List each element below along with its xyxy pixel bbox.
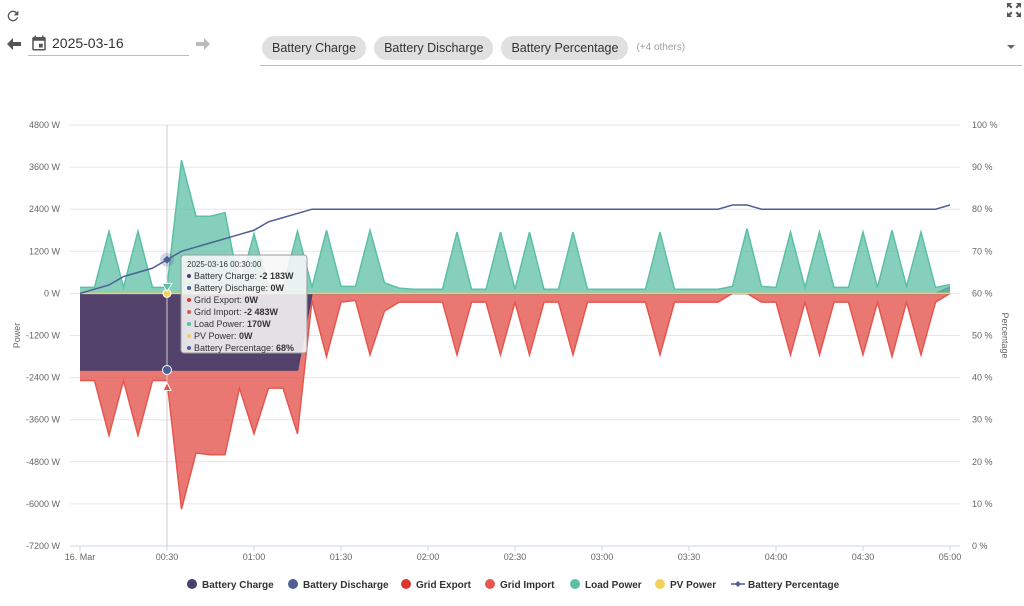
- arrow-left-icon[interactable]: [6, 36, 22, 52]
- calendar-icon: [32, 35, 46, 50]
- tooltip-dot: [187, 274, 191, 278]
- legend-dot-icon: [288, 579, 298, 589]
- y2-tick-label: 10 %: [972, 499, 993, 509]
- legend-dot-icon: [655, 579, 665, 589]
- power-chart: 4800 W 100 % 3600 W 90 % 2400 W 80 % 1200 W 70 …: [12, 120, 1010, 591]
- x-tick-label: 04:30: [852, 552, 875, 562]
- y-tick-label: -3600 W: [26, 415, 61, 425]
- legend-dot-icon: [485, 579, 495, 589]
- battery-percentage-marker: [163, 255, 171, 264]
- tooltip-row: Grid Export: 0W: [194, 295, 259, 305]
- legend-dot-icon: [187, 579, 197, 589]
- fullscreen-icon[interactable]: [1004, 0, 1024, 20]
- tooltip-dot: [187, 346, 191, 350]
- grid-import-marker: [162, 381, 172, 392]
- caret-down-icon[interactable]: [1006, 42, 1016, 52]
- others-count: (+4 others): [636, 42, 686, 53]
- tooltip-title: 2025-03-16 00:30:00: [187, 260, 262, 269]
- tooltip-row: Grid Import: -2 483W: [194, 307, 279, 317]
- tooltip-dot: [187, 310, 191, 314]
- x-tick-label: 16. Mar: [65, 552, 96, 562]
- y-tick-label: 3600 W: [29, 162, 61, 172]
- chip-battery-charge[interactable]: Battery Charge: [262, 36, 367, 60]
- legend-item-grid-import[interactable]: Grid Import: [500, 580, 555, 591]
- x-tick-label: 01:00: [243, 552, 266, 562]
- legend-item-battery-percentage[interactable]: Battery Percentage: [748, 580, 840, 591]
- y2-tick-label: 20 %: [972, 457, 993, 467]
- series-selector[interactable]: Battery Charge Battery Discharge Battery…: [260, 36, 1022, 66]
- chip-battery-discharge[interactable]: Battery Discharge: [374, 36, 494, 60]
- y-tick-label: -1200 W: [26, 331, 61, 341]
- date-value: 2025-03-16: [52, 34, 124, 51]
- y-tick-label: 0 W: [44, 288, 61, 298]
- chip-battery-percentage[interactable]: Battery Percentage: [501, 36, 629, 60]
- tooltip-dot: [187, 322, 191, 326]
- y-tick-label: 4800 W: [29, 120, 61, 130]
- tooltip-row: Battery Percentage: 68%: [194, 343, 294, 353]
- tooltip-row: Battery Discharge: 0W: [194, 283, 285, 293]
- y2-tick-label: 100 %: [972, 120, 998, 130]
- line-grid-import: [80, 292, 951, 510]
- y2-tick-label: 60 %: [972, 288, 993, 298]
- legend-item-grid-export[interactable]: Grid Export: [416, 580, 472, 591]
- legend-dot-icon: [570, 579, 580, 589]
- y-tick-label: -2400 W: [26, 373, 61, 383]
- legend-diamond-icon: [735, 581, 741, 587]
- y-tick-label: -7200 W: [26, 541, 61, 551]
- refresh-icon[interactable]: [4, 6, 22, 26]
- legend-item-pv-power[interactable]: PV Power: [670, 580, 716, 591]
- tooltip-row: Load Power: 170W: [194, 319, 271, 329]
- line-battery-percentage: [79, 204, 951, 295]
- x-tick-label: 01:30: [330, 552, 353, 562]
- load-power-marker: [161, 282, 173, 293]
- y-tick-label: -6000 W: [26, 499, 61, 509]
- tooltip-dot: [187, 334, 191, 338]
- y2-tick-label: 90 %: [972, 162, 993, 172]
- legend-item-battery-discharge[interactable]: Battery Discharge: [303, 580, 389, 591]
- y-tick-label: 1200 W: [29, 246, 61, 256]
- x-tick-label: 05:00: [939, 552, 962, 562]
- tooltip-dot: [187, 298, 191, 302]
- y2-tick-label: 50 %: [972, 331, 993, 341]
- x-tick-label: 03:00: [591, 552, 614, 562]
- y-axis-title: Power: [12, 323, 22, 349]
- tooltip-dot: [187, 286, 191, 290]
- y2-axis-title: Percentage: [1000, 312, 1010, 358]
- legend-item-load-power[interactable]: Load Power: [585, 580, 642, 591]
- y-tick-label: 2400 W: [29, 204, 61, 214]
- x-tick-label: 02:00: [417, 552, 440, 562]
- legend-dot-icon: [401, 579, 411, 589]
- y2-tick-label: 40 %: [972, 373, 993, 383]
- y2-tick-label: 0 %: [972, 541, 988, 551]
- x-tick-label: 02:30: [504, 552, 527, 562]
- x-tick-label: 00:30: [156, 552, 179, 562]
- legend-item-battery-charge[interactable]: Battery Charge: [202, 580, 274, 591]
- y2-tick-label: 30 %: [972, 415, 993, 425]
- x-tick-label: 04:00: [765, 552, 788, 562]
- tooltip-row: Battery Charge: -2 183W: [194, 271, 294, 281]
- x-tick-label: 03:30: [678, 552, 701, 562]
- tooltip-row: PV Power: 0W: [194, 331, 253, 341]
- y2-tick-label: 70 %: [972, 246, 993, 256]
- date-input[interactable]: 2025-03-16: [28, 30, 189, 56]
- line-load-power: [80, 159, 951, 291]
- tooltip-box: [180, 254, 308, 354]
- y2-tick-label: 80 %: [972, 204, 993, 214]
- arrow-right-icon[interactable]: [195, 36, 211, 52]
- y-tick-label: -4800 W: [26, 457, 61, 467]
- battery-charge-marker: [162, 364, 172, 375]
